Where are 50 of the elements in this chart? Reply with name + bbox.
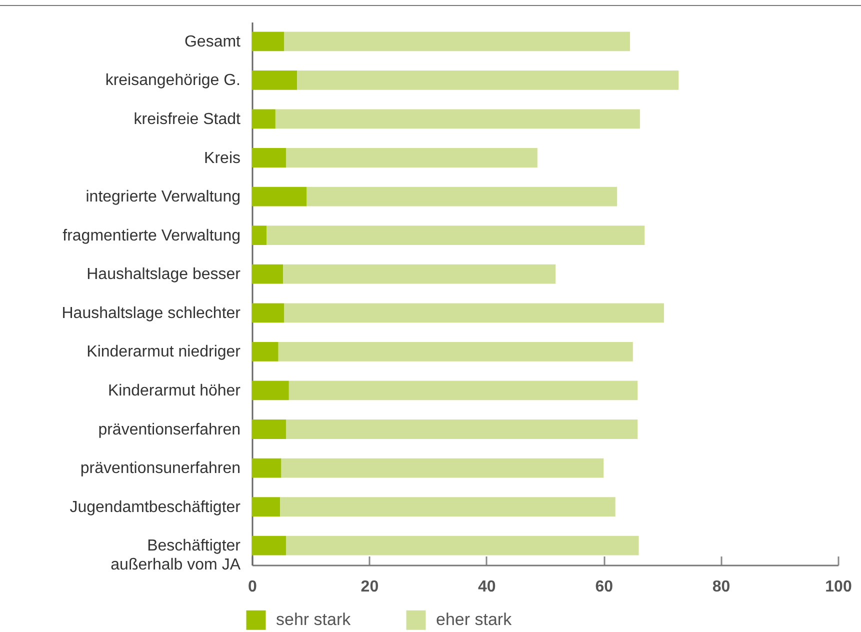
bar (252, 303, 284, 323)
y-tick-label: Jugendamtbeschäftigter (70, 498, 242, 516)
x-tick-label: 20 (360, 578, 379, 596)
bar (286, 536, 639, 556)
bar (283, 264, 556, 284)
bar (297, 70, 679, 90)
legend-label: eher stark (436, 610, 512, 630)
y-tick-label: integrierte Verwaltung (86, 188, 240, 206)
x-tick-label: 100 (825, 578, 852, 596)
bar (280, 497, 616, 517)
bar (252, 109, 276, 129)
y-tick-label: Gesamt (184, 33, 242, 50)
bar (281, 458, 604, 478)
bar (286, 420, 638, 439)
bar (252, 497, 280, 517)
bar (252, 380, 289, 400)
y-tick-label: Beschäftigter außerhalb vom JA (110, 538, 242, 574)
bar (252, 342, 278, 362)
y-tick-label: kreisfreie Stadt (134, 110, 242, 128)
bar (286, 148, 538, 168)
bar (252, 458, 282, 478)
bar (252, 148, 286, 168)
x-tick-label: 80 (712, 578, 730, 596)
bar (252, 536, 286, 556)
y-tick-label: Kinderarmut niedriger (86, 344, 242, 361)
bar (284, 303, 664, 323)
bar (266, 226, 645, 246)
bar (252, 32, 284, 52)
bar (252, 264, 284, 284)
bar (252, 70, 298, 90)
bar (284, 32, 630, 52)
x-tick-label: 0 (248, 578, 258, 596)
bar (252, 186, 306, 206)
x-tick-label: 40 (478, 578, 496, 596)
bar (275, 109, 640, 129)
bar (288, 380, 638, 400)
x-tick-label: 60 (595, 578, 614, 596)
y-tick-label: Haushaltslage schlechter (62, 304, 242, 322)
y-tick-label: Kreis (204, 150, 240, 167)
bar (306, 186, 618, 206)
y-tick-label: Kinderarmut höher (108, 382, 242, 400)
y-tick-label: Haushaltslage besser (86, 266, 242, 284)
y-tick-label: fragmentierte Verwaltung (62, 227, 240, 244)
bar (278, 342, 633, 362)
legend-label: sehr stark (276, 610, 352, 630)
y-tick-label: präventionsunerfahren (80, 460, 240, 478)
bar (252, 226, 267, 246)
y-tick-label: kreisangehörige G. (105, 72, 240, 90)
bar (252, 420, 286, 439)
y-tick-label: präventionserfahren (98, 421, 240, 438)
